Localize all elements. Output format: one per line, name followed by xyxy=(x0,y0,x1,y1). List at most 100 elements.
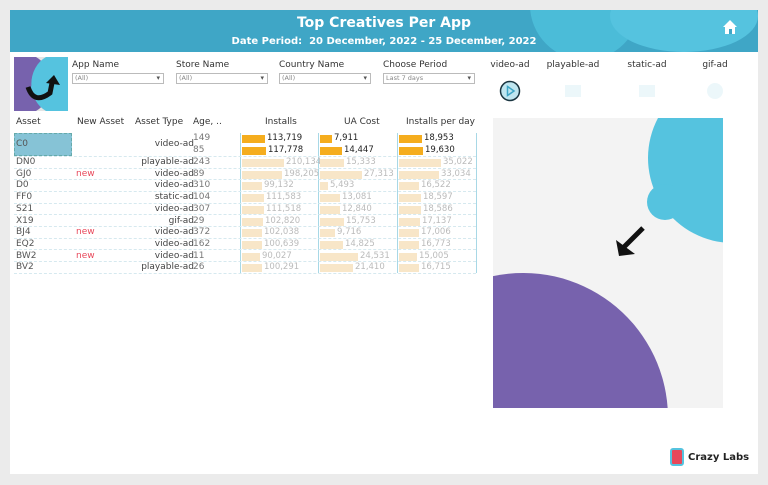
installs-bar xyxy=(242,217,263,226)
brand-logo: Crazy Labs xyxy=(670,448,749,466)
ipd-value: 17,137 xyxy=(422,215,452,226)
asset-name[interactable]: D0 xyxy=(16,180,29,191)
header-banner: Top Creatives Per App Date Period: 20 De… xyxy=(10,10,758,52)
ua_cost-value: 5,493 xyxy=(330,180,355,191)
ipd-bar xyxy=(399,182,419,191)
age: 162 xyxy=(193,238,211,249)
column-divider xyxy=(476,133,477,273)
table-row[interactable]: FF0 static-ad 104 111,583 13,081 18,597 xyxy=(14,192,476,204)
table-row[interactable]: BW2 new video-ad 11 90,027 24,531 15,005 xyxy=(14,251,476,263)
ipd-bar xyxy=(399,252,417,261)
ua_cost-value: 12,840 xyxy=(342,203,372,214)
ipd-bar xyxy=(399,229,419,238)
ua_cost-bar xyxy=(320,217,344,226)
app-logo xyxy=(14,57,68,111)
ipd-value: 19,630 xyxy=(425,145,455,155)
column-header[interactable]: Asset xyxy=(16,117,41,127)
table-row[interactable]: GJ0 new video-ad 89 198,205 27,313 33,034 xyxy=(14,169,476,181)
installs-value: 100,639 xyxy=(264,238,300,249)
ipd-value: 17,006 xyxy=(421,227,451,238)
ipd-value: 18,953 xyxy=(424,133,454,143)
ipd-value: 18,586 xyxy=(423,203,453,214)
asset-type: static-ad xyxy=(154,192,194,203)
arrow-icon xyxy=(621,226,645,250)
ua_cost-bar xyxy=(320,194,340,203)
asset-cell-selected[interactable] xyxy=(14,133,72,156)
installs-value: 111,583 xyxy=(266,192,302,203)
table-row[interactable]: X19 gif-ad 29 102,820 15,753 17,137 xyxy=(14,215,476,227)
asset-name[interactable]: C0 xyxy=(16,139,29,149)
asset-name[interactable]: X19 xyxy=(16,215,34,226)
ipd-value: 33,034 xyxy=(441,168,471,179)
arrow-head-icon xyxy=(616,240,635,256)
date-period-label: Date Period: xyxy=(231,36,303,47)
column-header[interactable]: Installs xyxy=(265,117,297,127)
ipd-value: 35,022 xyxy=(443,157,473,167)
table-row[interactable]: BJ4 new video-ad 372 102,038 9,716 17,006 xyxy=(14,227,476,239)
filter-dropdown[interactable]: (All) xyxy=(176,73,268,84)
asset-name[interactable]: GJ0 xyxy=(16,168,32,179)
playable-icon[interactable] xyxy=(562,80,584,102)
ipd-bar xyxy=(399,159,441,167)
asset-name[interactable]: EQ2 xyxy=(16,238,35,249)
installs-bar xyxy=(242,205,264,214)
ad-type-label[interactable]: playable-ad xyxy=(546,60,600,70)
asset-name[interactable]: BW2 xyxy=(16,250,37,261)
age: 149 xyxy=(193,133,211,143)
purple-shape xyxy=(493,272,668,408)
creative-preview xyxy=(493,118,723,408)
ua_cost-bar xyxy=(320,147,342,155)
table-row[interactable]: EQ2 video-ad 162 100,639 14,825 16,773 xyxy=(14,239,476,251)
asset-type: gif-ad xyxy=(168,215,194,226)
asset-type: video-ad xyxy=(154,238,194,249)
column-header[interactable]: UA Cost xyxy=(344,117,380,127)
image-icon[interactable] xyxy=(636,80,658,102)
ad-type-label[interactable]: video-ad xyxy=(490,60,530,70)
new-asset-badge: new xyxy=(76,227,95,238)
filter-dropdown[interactable]: (All) xyxy=(72,73,164,84)
installs-bar xyxy=(242,194,264,203)
gif-icon[interactable] xyxy=(704,80,726,102)
installs-value: 102,820 xyxy=(265,215,301,226)
table-row[interactable]: DN0 playable-ad 243 210,134 15,333 35,022 xyxy=(14,157,476,169)
asset-type: video-ad xyxy=(154,250,194,261)
ua_cost-bar xyxy=(320,264,353,273)
age: 11 xyxy=(193,250,205,261)
column-header[interactable]: Asset Type xyxy=(135,117,184,127)
filter-dropdown[interactable]: (All) xyxy=(279,73,371,84)
filter-2: Country Name (All) xyxy=(279,60,371,84)
age: 26 xyxy=(193,262,205,273)
asset-name[interactable]: BJ4 xyxy=(16,227,31,238)
table-row[interactable]: S21 video-ad 307 111,518 12,840 18,586 xyxy=(14,204,476,216)
age: 310 xyxy=(193,180,211,191)
table-row[interactable]: 85 117,778 14,447 19,630 xyxy=(14,145,476,157)
ua_cost-value: 7,911 xyxy=(334,133,359,143)
play-icon[interactable] xyxy=(499,80,521,102)
installs-value: 210,134 xyxy=(286,157,322,167)
ad-type-label[interactable]: gif-ad xyxy=(702,60,728,70)
table-row[interactable]: BV2 playable-ad 26 100,291 21,410 16,715 xyxy=(14,262,476,274)
installs-value: 90,027 xyxy=(262,250,292,261)
home-icon[interactable] xyxy=(722,19,738,35)
filter-3: Choose Period Last 7 days xyxy=(383,60,475,84)
column-header[interactable]: New Asset xyxy=(77,117,125,127)
installs-bar xyxy=(242,264,262,273)
table-row[interactable]: D0 video-ad 310 99,132 5,493 16,522 xyxy=(14,180,476,192)
filter-label: Country Name xyxy=(279,60,345,70)
age: 29 xyxy=(193,215,205,226)
asset-type: playable-ad xyxy=(141,262,194,273)
filter-0: App Name (All) xyxy=(72,60,164,84)
filter-dropdown[interactable]: Last 7 days xyxy=(383,73,475,84)
age: 85 xyxy=(193,145,205,155)
asset-name[interactable]: S21 xyxy=(16,203,34,214)
installs-value: 100,291 xyxy=(264,262,300,273)
ad-type-label[interactable]: static-ad xyxy=(627,60,667,70)
asset-name[interactable]: BV2 xyxy=(16,262,34,273)
column-header[interactable]: Age, .. xyxy=(193,117,222,127)
column-header[interactable]: Installs per day xyxy=(406,117,476,127)
ipd-bar xyxy=(399,217,420,226)
brand-name: Crazy Labs xyxy=(688,452,750,463)
asset-name[interactable]: DN0 xyxy=(16,157,36,167)
asset-name[interactable]: FF0 xyxy=(16,192,33,203)
table-row[interactable]: C0 video-ad 149 113,719 7,911 18,953 xyxy=(14,133,476,156)
